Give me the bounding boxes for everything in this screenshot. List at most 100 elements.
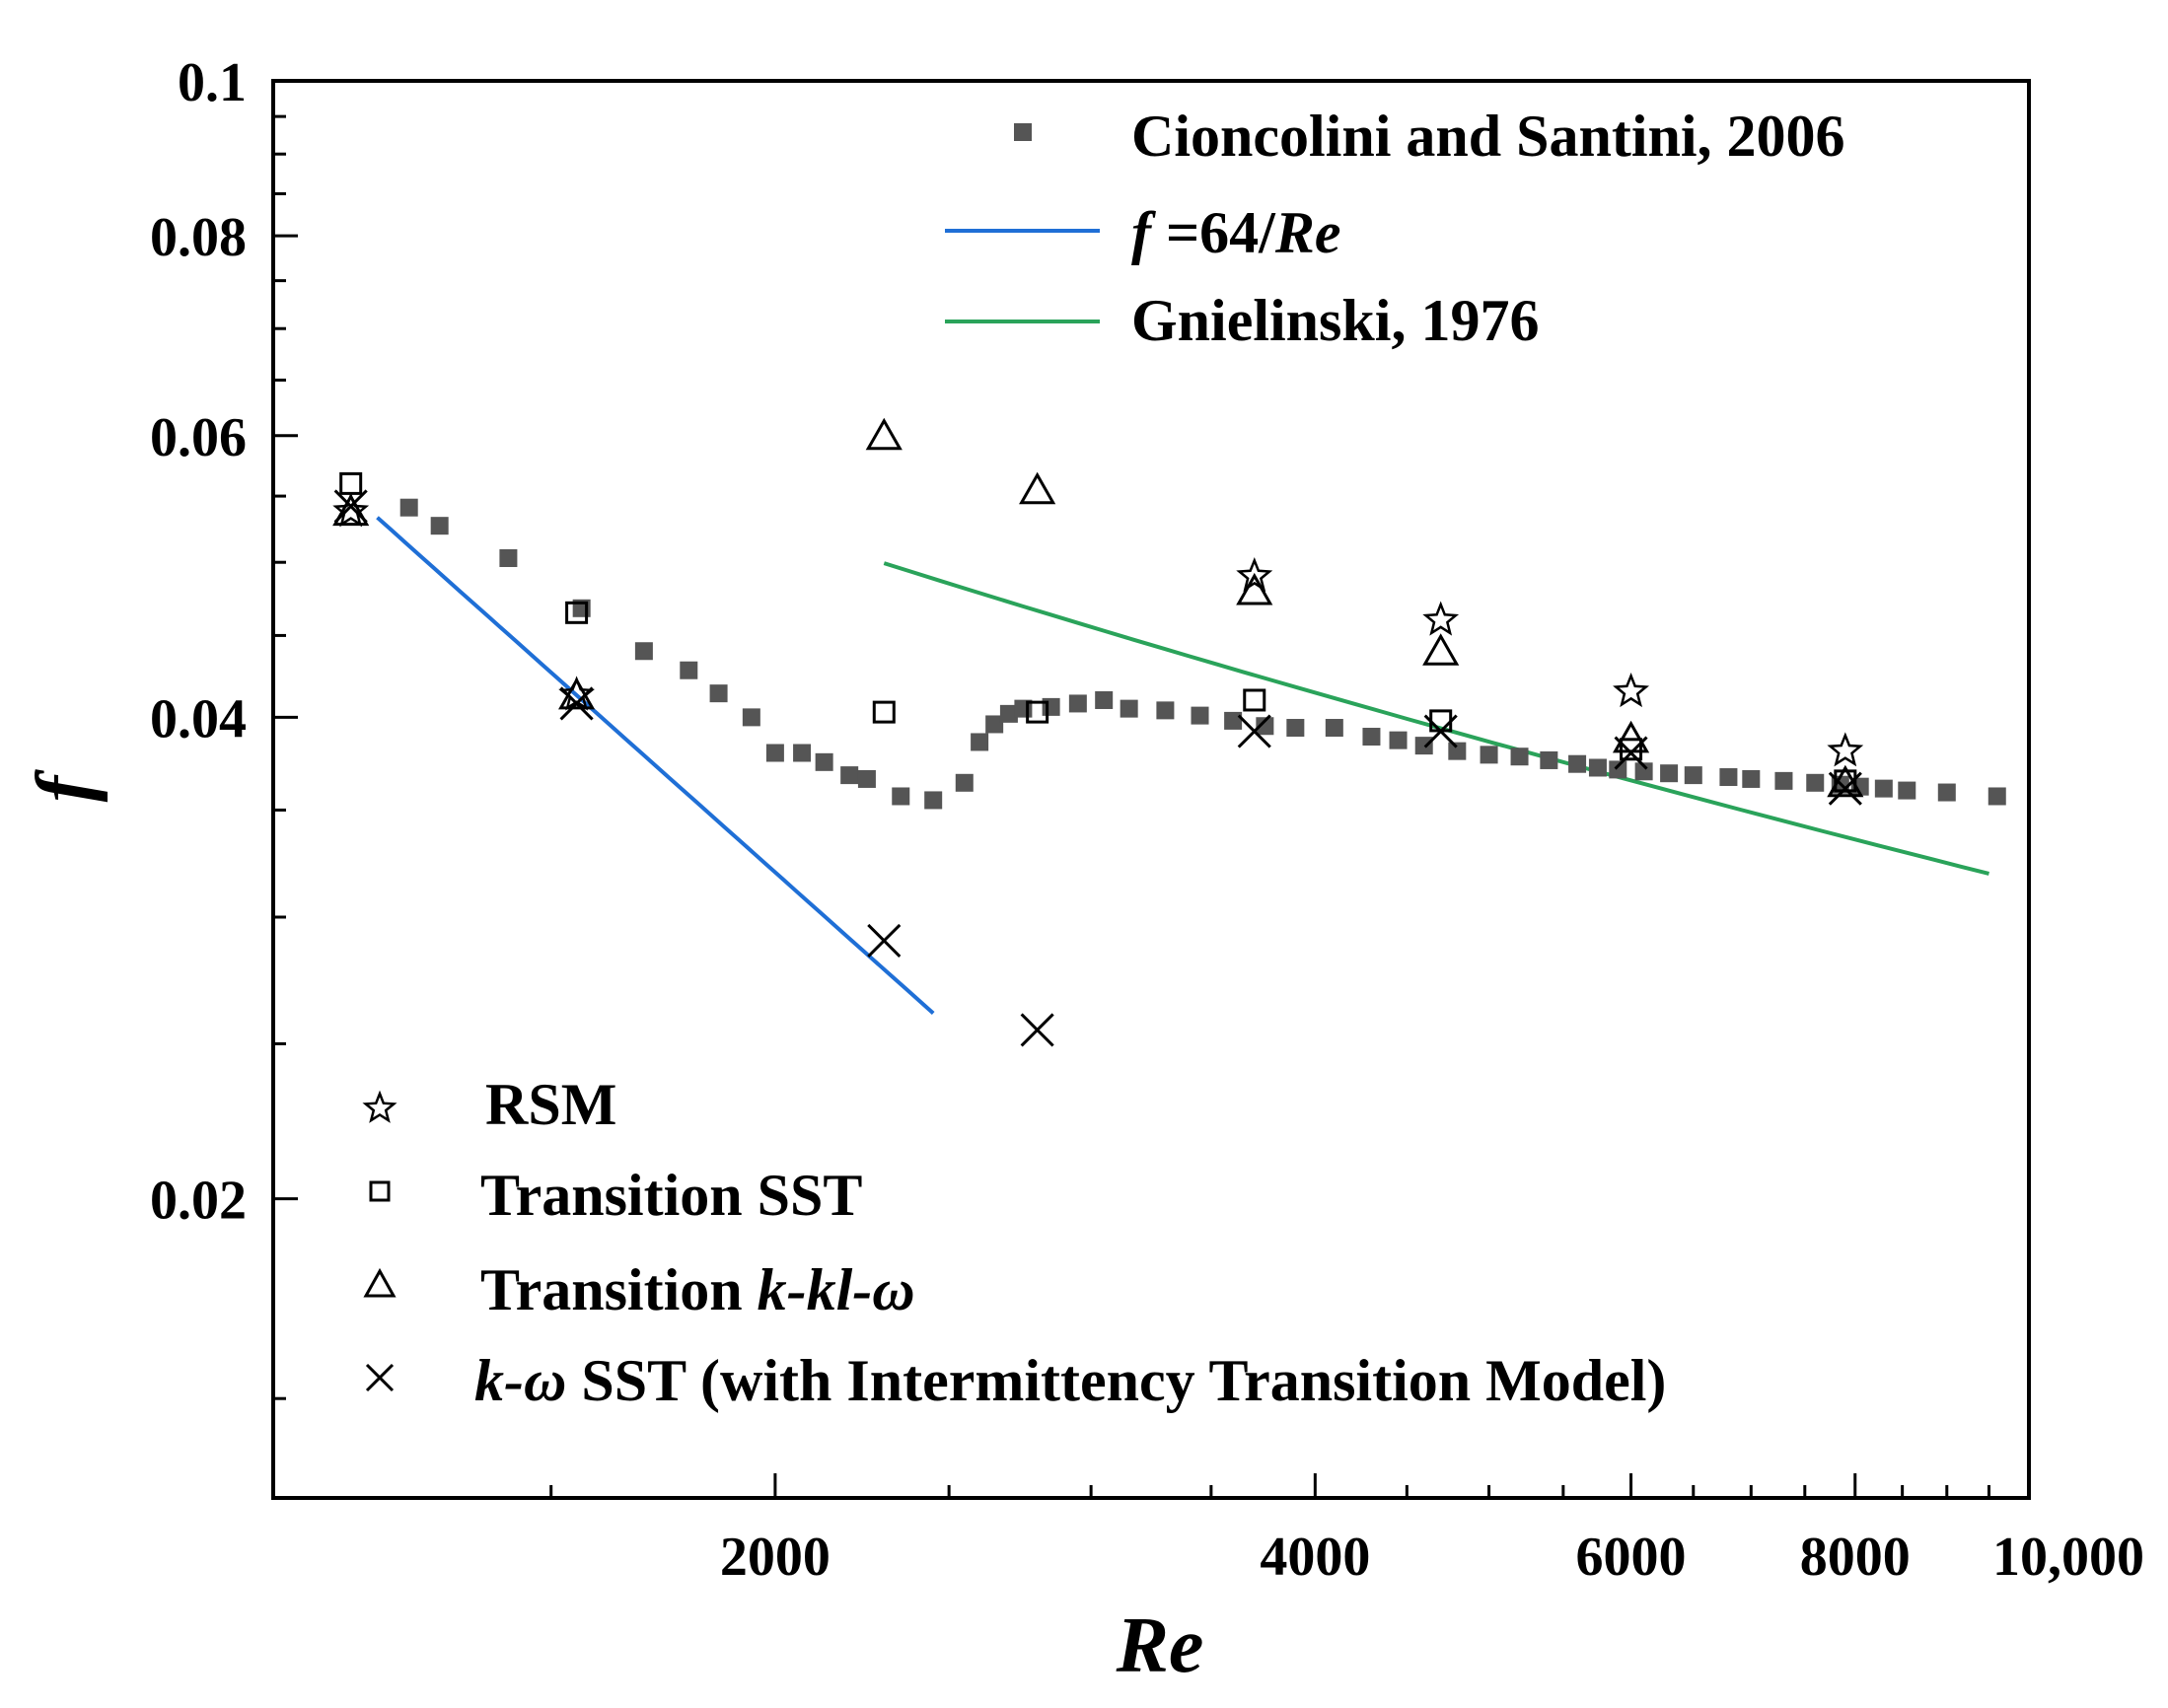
series-transition-sst <box>339 471 1857 793</box>
rsm-point <box>332 492 370 528</box>
cioncolini-point <box>1742 769 1761 788</box>
transition-sst-point <box>1620 738 1643 761</box>
y-tick-label: 0.04 <box>150 688 247 749</box>
rsm-point <box>1422 601 1460 636</box>
points-layer <box>332 417 2006 1047</box>
cioncolini-point <box>742 708 760 727</box>
cioncolini-point <box>430 517 449 535</box>
y-tick-label: 0.08 <box>150 207 247 268</box>
rsm-point <box>1236 557 1273 593</box>
kw-sst-point <box>1020 1013 1054 1047</box>
legend-label-rsm: RSM <box>485 1072 616 1137</box>
cioncolini-point <box>1448 742 1467 760</box>
cioncolini-point <box>1634 762 1653 781</box>
cioncolini-point <box>1719 768 1738 787</box>
cioncolini-point <box>1898 781 1916 800</box>
x-tick-label: 2000 <box>720 1527 831 1588</box>
legend-open-star-icon <box>362 1090 397 1123</box>
kw-sst-point <box>1237 714 1271 748</box>
transition-kklw-point <box>332 493 370 527</box>
cioncolini-point <box>399 498 418 517</box>
kw-sst-point <box>1614 736 1648 770</box>
legend-item-cioncolini: Cioncolini and Santini, 2006 <box>1014 104 1845 169</box>
cioncolini-point <box>892 787 910 806</box>
cioncolini-point <box>1120 699 1138 718</box>
legend-top-right: Cioncolini and Santini, 2006 f =64/Re Gn… <box>945 104 1845 353</box>
cioncolini-point <box>793 744 812 762</box>
cioncolini-point <box>1224 711 1243 730</box>
laminar-line-64-re <box>376 516 935 1015</box>
y-tick-label: 0.02 <box>150 1171 247 1232</box>
cioncolini-point <box>1414 737 1433 755</box>
cioncolini-point <box>1362 728 1381 747</box>
cioncolini-point <box>1588 758 1607 777</box>
cioncolini-point <box>1191 706 1209 725</box>
legend-item-transition-sst: Transition SST <box>369 1163 862 1228</box>
minor-ticks <box>273 114 1990 1498</box>
legend-label-transition-sst: Transition SST <box>480 1163 862 1228</box>
cioncolini-point <box>765 744 784 762</box>
cioncolini-point <box>634 642 653 661</box>
plot-frame <box>271 79 2031 1500</box>
cioncolini-point <box>857 769 876 788</box>
legend-bottom-left: RSM Transition SST Transition k-kl-ω k-ω… <box>362 1072 1666 1413</box>
cioncolini-point <box>1660 764 1679 783</box>
series-cioncolini <box>399 498 2006 810</box>
cioncolini-point <box>985 715 1004 734</box>
y-tick-labels: 0.02 0.04 0.06 0.08 0.1 <box>150 52 247 1232</box>
x-tick-labels: 2000 4000 6000 8000 10,000 <box>720 1527 2144 1588</box>
cioncolini-point <box>1325 719 1343 738</box>
kw-sst-point <box>1828 771 1862 806</box>
cioncolini-point <box>840 766 859 785</box>
transition-sst-point <box>1026 700 1049 724</box>
cioncolini-point <box>1609 760 1627 779</box>
cioncolini-point <box>1286 719 1305 738</box>
legend-item-kw-sst: k-ω SST (with Intermittency Transition M… <box>365 1348 1666 1413</box>
cioncolini-point <box>680 661 698 679</box>
kw-sst-point <box>559 686 594 721</box>
legend-label-cioncolini: Cioncolini and Santini, 2006 <box>1131 104 1845 169</box>
transition-sst-point <box>872 700 896 724</box>
cioncolini-point <box>1937 783 1956 802</box>
legend-label-kw-sst: k-ω SST (with Intermittency Transition M… <box>474 1348 1666 1413</box>
legend-filled-square-icon <box>1014 123 1032 141</box>
legend-label-64-re: f =64/Re <box>1131 200 1341 265</box>
x-tick-label: 6000 <box>1576 1527 1687 1588</box>
cioncolini-point <box>499 548 518 567</box>
transition-kklw-point <box>1422 633 1460 666</box>
cioncolini-point <box>1095 690 1114 709</box>
cioncolini-point <box>955 773 974 792</box>
lines-layer <box>376 516 1989 1015</box>
cioncolini-point <box>1042 697 1060 716</box>
legend-item-64-re: f =64/Re <box>945 200 1341 265</box>
transition-sst-point <box>339 471 363 495</box>
x-tick-label: 8000 <box>1800 1527 1911 1588</box>
legend-item-transition-kklw: Transition k-kl-ω <box>363 1257 915 1322</box>
cioncolini-point <box>999 704 1018 723</box>
transition-kklw-point <box>1019 471 1056 505</box>
x-tick-label: 10,000 <box>1992 1527 2144 1588</box>
rsm-point <box>1613 673 1650 708</box>
cioncolini-point <box>709 684 728 703</box>
cioncolini-point <box>1480 746 1498 764</box>
cioncolini-point <box>1987 787 2006 806</box>
cioncolini-point <box>815 752 833 771</box>
transition-sst-point <box>565 601 589 624</box>
cioncolini-point <box>1068 694 1087 713</box>
kw-sst-point <box>867 923 902 958</box>
y-tick-label: 0.1 <box>178 52 247 113</box>
legend-open-star-shape <box>362 1090 397 1123</box>
transition-kklw-point <box>865 417 903 451</box>
cioncolini-point <box>924 791 943 810</box>
x-axis-title: Re <box>1116 1602 1204 1689</box>
cioncolini-point <box>1256 717 1274 736</box>
cioncolini-point <box>1774 771 1793 790</box>
cioncolini-point <box>971 733 989 751</box>
cioncolini-point <box>1510 747 1529 766</box>
gnielinski-line <box>883 561 1989 876</box>
transition-sst-point <box>1834 769 1857 793</box>
legend-label-transition-kklw: Transition k-kl-ω <box>480 1257 915 1322</box>
legend-open-square-icon <box>369 1180 391 1202</box>
y-tick-label: 0.06 <box>150 407 247 468</box>
